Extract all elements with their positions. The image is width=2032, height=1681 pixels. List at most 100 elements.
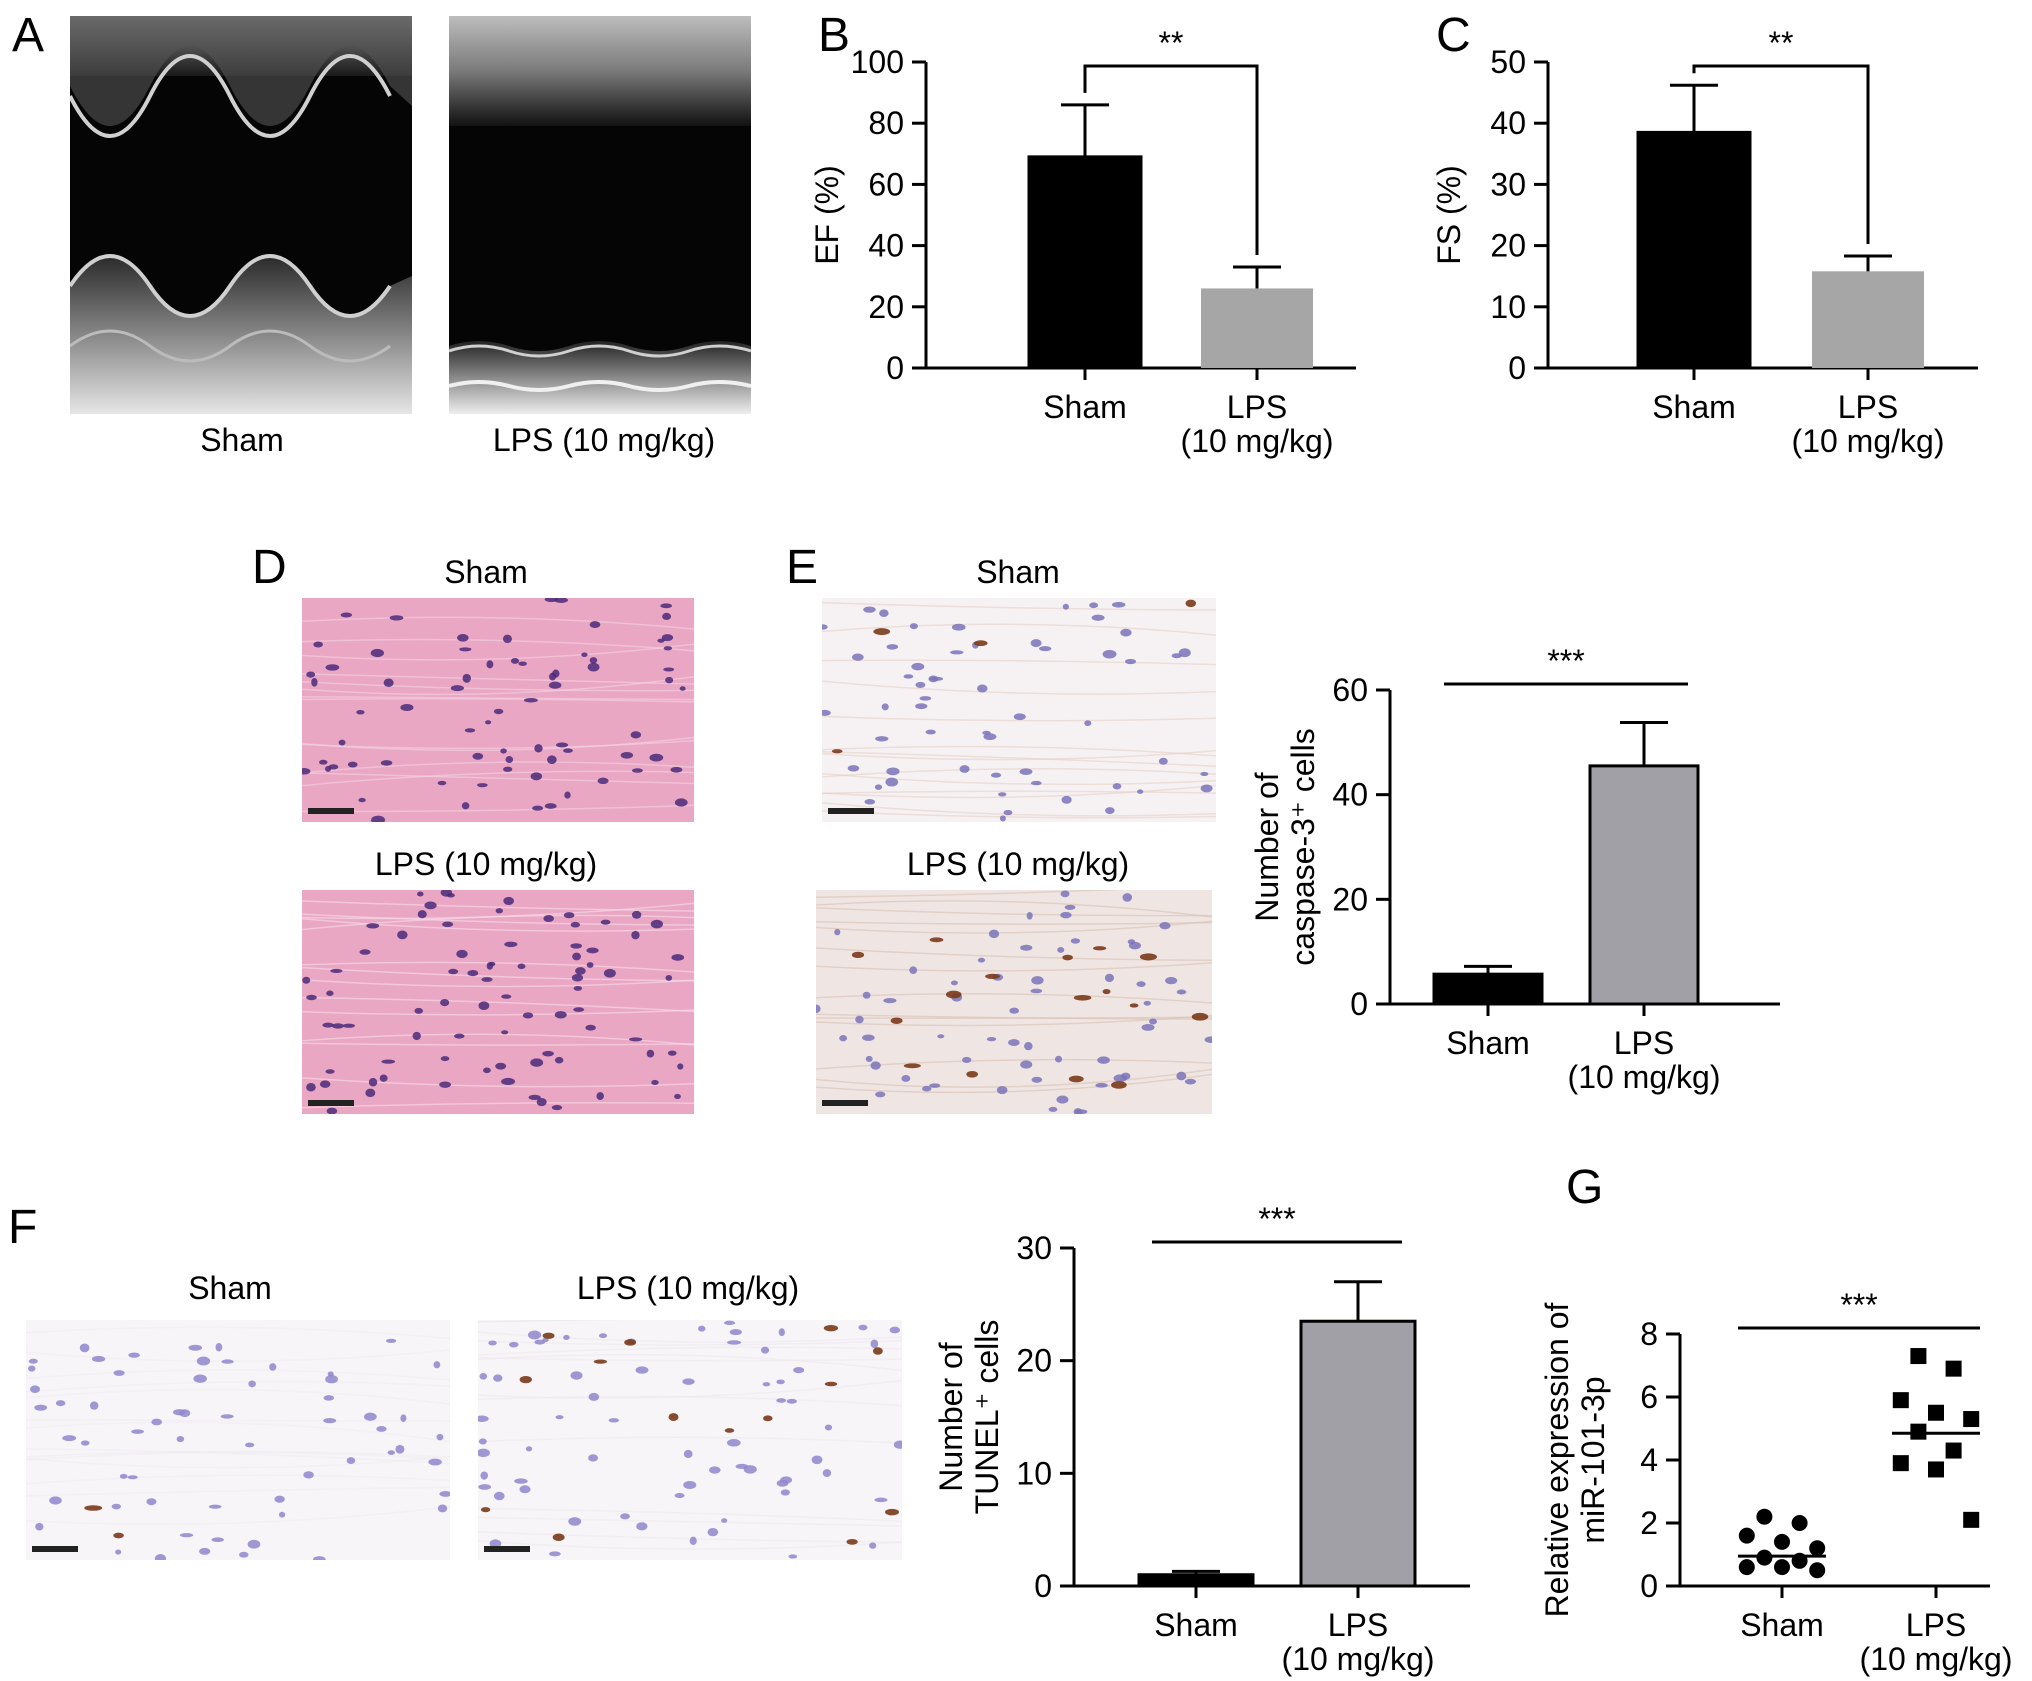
cell-nucleus <box>325 664 340 671</box>
cell-nucleus <box>793 1367 805 1374</box>
cell-nucleus <box>1057 947 1065 953</box>
cell-nucleus <box>776 1379 785 1385</box>
tissue-fiber <box>302 913 694 926</box>
cell-nucleus <box>729 1329 742 1336</box>
cell-nucleus <box>79 1343 90 1353</box>
cell-nucleus <box>436 1433 444 1441</box>
cell-nucleus <box>326 990 334 996</box>
cell-nucleus <box>822 1469 832 1478</box>
cell-nucleus <box>358 797 366 803</box>
tissue-fiber <box>478 1356 902 1362</box>
cell-nucleus <box>1048 1106 1058 1112</box>
cell-nucleus <box>525 1446 533 1452</box>
cell-nucleus <box>863 606 876 613</box>
cell-nucleus <box>816 1004 821 1014</box>
cell-nucleus <box>543 914 554 922</box>
cell-nucleus <box>573 1007 585 1012</box>
cell-nucleus <box>322 1022 334 1028</box>
cell-nucleus <box>193 1374 207 1383</box>
cell-nucleus <box>665 676 674 684</box>
cell-nucleus <box>1031 976 1044 985</box>
cell-nucleus <box>909 623 918 630</box>
cell-nucleus <box>269 1363 277 1371</box>
y-tick-label: 40 <box>1332 777 1368 813</box>
cell-nucleus <box>646 1049 655 1058</box>
cell-nucleus <box>1056 1095 1069 1104</box>
cell-nucleus <box>631 930 640 940</box>
tissue-fiber <box>816 921 1212 925</box>
cell-nucleus <box>115 1549 122 1555</box>
cell-nucleus <box>901 1075 911 1082</box>
cell-nucleus <box>196 1356 211 1366</box>
cell-nucleus <box>698 1325 706 1332</box>
cell-nucleus <box>534 1339 546 1345</box>
tissue-fiber <box>816 1014 1212 1027</box>
cell-nucleus <box>893 1440 902 1449</box>
cell-nucleus <box>379 1074 388 1082</box>
stained-cell <box>1111 1081 1127 1089</box>
cell-nucleus <box>1095 1082 1108 1088</box>
tunel-caption-lps: LPS (10 mg/kg) <box>576 1270 800 1306</box>
cell-nucleus <box>581 652 588 657</box>
cell-nucleus <box>493 1491 505 1501</box>
cell-nucleus <box>1019 768 1033 776</box>
cell-nucleus <box>677 1063 684 1070</box>
cell-nucleus <box>28 1358 38 1364</box>
cell-nucleus <box>510 657 520 664</box>
stained-cell <box>1073 994 1092 1001</box>
ihc-image-sham <box>822 598 1216 822</box>
cell-nucleus <box>886 644 899 650</box>
stained-cell <box>1062 954 1073 961</box>
cell-nucleus <box>1020 944 1033 951</box>
cell-nucleus <box>62 1435 77 1442</box>
cell-nucleus <box>1102 649 1117 659</box>
cell-nucleus <box>113 1370 125 1376</box>
data-point <box>1774 1559 1790 1576</box>
tissue-fiber <box>822 659 1216 666</box>
tissue-fiber <box>302 979 694 988</box>
cell-nucleus <box>568 1517 582 1526</box>
tissue-fiber <box>822 715 1216 722</box>
stained-cell <box>1102 988 1111 995</box>
cell-nucleus <box>674 1093 681 1100</box>
x-tick-label-line: LPS <box>1328 1607 1388 1643</box>
cell-nucleus <box>650 919 663 929</box>
stained-cell <box>985 973 1001 979</box>
y-tick-label: 40 <box>1490 105 1526 141</box>
panel-label-e: E <box>786 541 819 594</box>
cell-nucleus <box>1084 720 1092 727</box>
cell-nucleus <box>1112 783 1122 790</box>
tissue-fiber <box>302 966 694 982</box>
cell-nucleus <box>1137 789 1144 794</box>
x-tick-label-line: LPS <box>1614 1025 1674 1061</box>
cell-nucleus <box>870 1339 879 1349</box>
cell-nucleus <box>855 1015 864 1024</box>
cell-nucleus <box>35 1522 44 1531</box>
data-point <box>1756 1508 1773 1525</box>
cell-nucleus <box>154 1554 167 1560</box>
cell-nucleus <box>1013 713 1026 721</box>
cell-nucleus <box>131 1429 144 1434</box>
ihc-caption-sham: Sham <box>976 554 1060 590</box>
cell-nucleus <box>762 1382 771 1387</box>
cell-nucleus <box>536 1097 547 1107</box>
cell-nucleus <box>1030 780 1042 786</box>
data-point <box>1945 1360 1962 1377</box>
stained-cell <box>542 1332 555 1339</box>
cell-nucleus <box>346 1457 356 1465</box>
cell-nucleus <box>1176 1071 1187 1081</box>
tissue-fiber <box>478 1320 628 1323</box>
tissue-fiber <box>478 1531 902 1544</box>
cell-nucleus <box>331 1023 344 1029</box>
cell-nucleus <box>1143 1000 1152 1006</box>
tunel-image-sham <box>26 1320 450 1560</box>
cell-nucleus <box>598 1333 608 1339</box>
cell-nucleus <box>570 1371 583 1380</box>
cell-nucleus <box>173 1409 186 1416</box>
cell-nucleus <box>875 736 889 742</box>
cell-nucleus <box>1124 658 1137 665</box>
cell-nucleus <box>549 1551 561 1557</box>
tunel-image-lps <box>478 1320 902 1560</box>
stained-cell <box>480 1507 491 1513</box>
data-point <box>1809 1540 1826 1557</box>
